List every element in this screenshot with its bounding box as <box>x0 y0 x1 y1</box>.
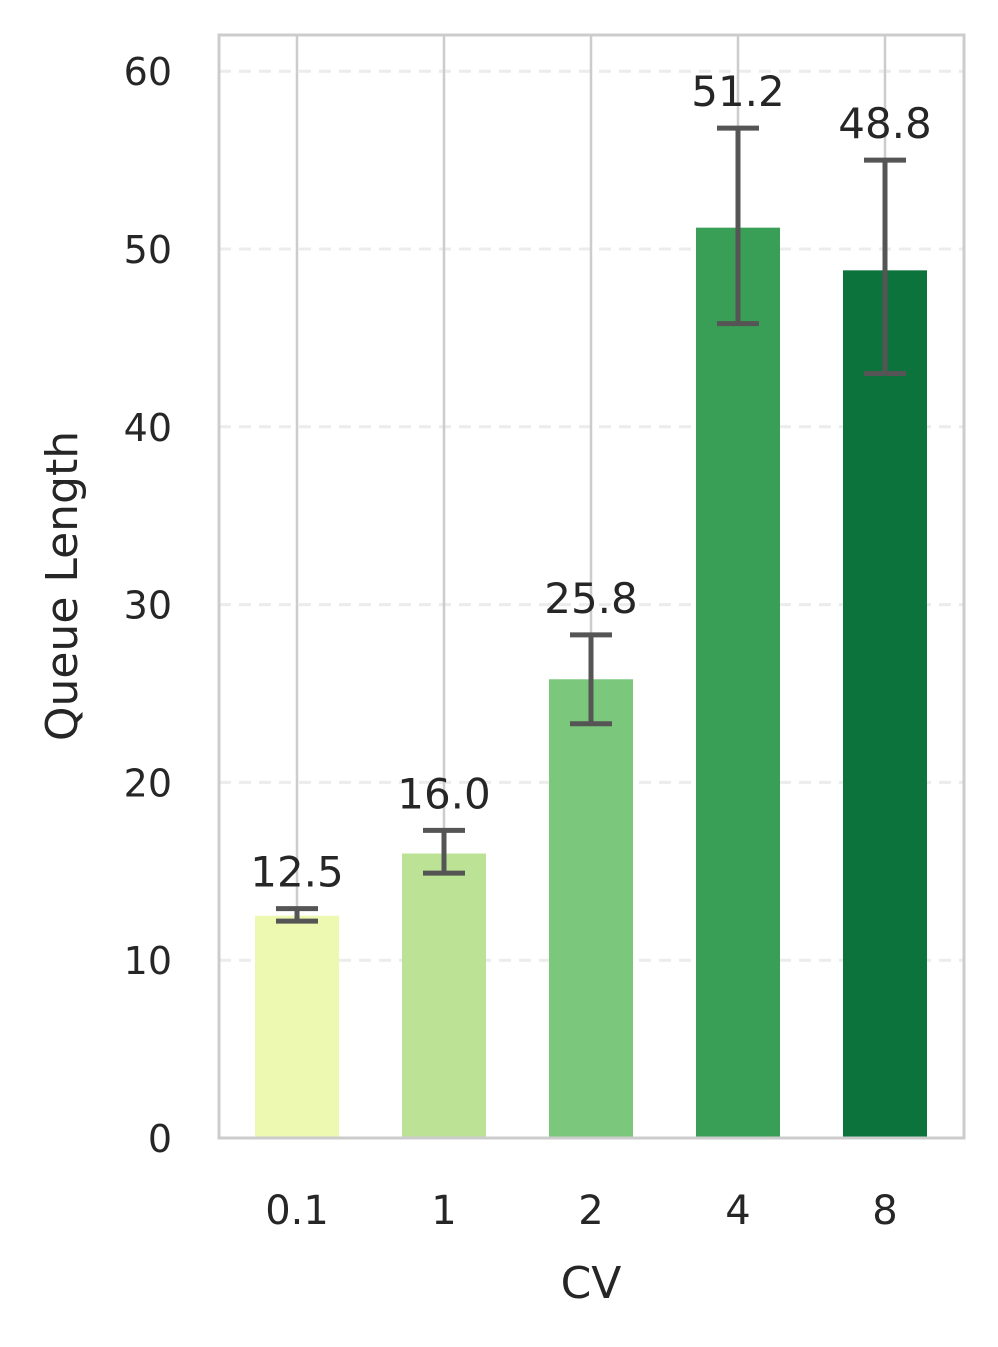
plot-frame <box>217 33 966 1140</box>
bar <box>255 915 339 1138</box>
bars <box>255 227 927 1138</box>
y-tick-label: 30 <box>124 584 172 628</box>
y-tick-label: 50 <box>124 228 172 272</box>
bar-value-label: 51.2 <box>691 67 785 116</box>
bar-value-labels: 12.5 16.0 25.8 51.2 48.8 <box>250 67 932 897</box>
x-tick-label: 2 <box>578 1188 603 1234</box>
y-tick-label: 40 <box>124 406 172 450</box>
x-tick-label: 8 <box>872 1188 897 1234</box>
x-axis-title: CV <box>561 1258 622 1309</box>
x-tick-label: 4 <box>725 1188 750 1234</box>
bar-value-label: 48.8 <box>838 99 932 148</box>
bar-value-label: 16.0 <box>397 769 491 818</box>
bar <box>402 853 486 1138</box>
bar-value-label: 12.5 <box>250 848 344 897</box>
x-tick-labels: 0.1 1 2 4 8 <box>265 1188 898 1234</box>
error-bars <box>276 125 906 924</box>
bar <box>843 270 927 1138</box>
bar-value-label: 25.8 <box>544 574 638 623</box>
bar <box>549 679 633 1138</box>
y-tick-labels: 0 10 20 30 40 50 60 <box>124 50 172 1161</box>
y-tick-label: 20 <box>124 761 172 805</box>
bar <box>696 227 780 1138</box>
x-tick-label: 0.1 <box>265 1188 329 1234</box>
y-gridlines <box>219 69 964 962</box>
y-axis-title: Queue Length <box>37 431 88 741</box>
y-tick-label: 10 <box>124 939 172 983</box>
x-tick-label: 1 <box>431 1188 456 1234</box>
y-tick-label: 0 <box>148 1117 172 1161</box>
y-tick-label: 60 <box>124 50 172 94</box>
